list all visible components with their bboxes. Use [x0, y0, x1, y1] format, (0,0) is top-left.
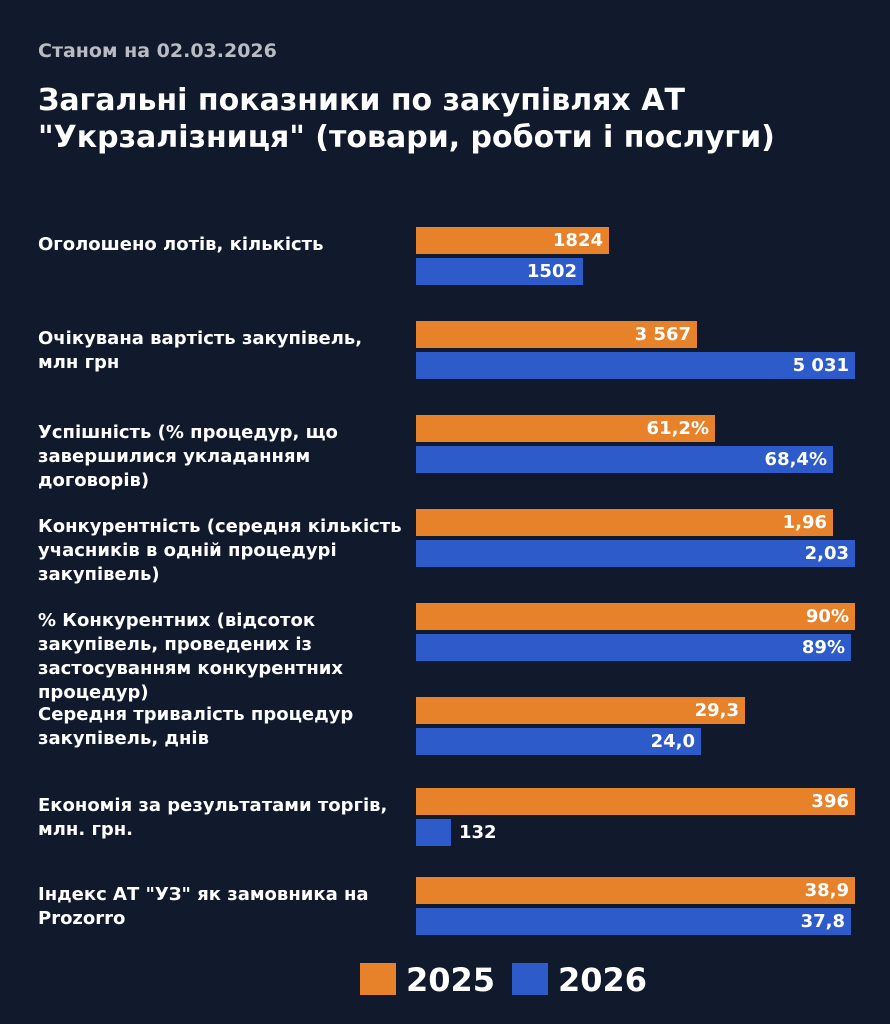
value-label-2025: 90% [805, 606, 849, 627]
chart-title: Загальні показники по закупівлях АТ "Укр… [38, 83, 775, 155]
as-of-date: Станом на 02.03.2026 [38, 40, 277, 62]
bar-2025 [416, 415, 715, 442]
value-label-2026: 68,4% [764, 449, 827, 470]
category-label: Індекс АТ "УЗ" як замовника на Prozorro [38, 884, 369, 929]
bar-2025 [416, 877, 855, 904]
legend-swatch-2025 [360, 963, 396, 995]
bar-2025 [416, 227, 609, 254]
bar-2026 [416, 908, 851, 935]
category-label: Середня тривалість процедур закупівель, … [38, 704, 354, 749]
value-label-2025: 61,2% [646, 418, 709, 439]
category-row: Конкурентність (середня кількість учасни… [0, 509, 890, 585]
bar-2026 [416, 634, 851, 661]
value-label-2025: 29,3 [694, 700, 739, 721]
category-row: Оголошено лотів, кількість 1824 1502 [0, 227, 890, 289]
category-row: Очікувана вартість закупівель, млн грн 3 … [0, 321, 890, 383]
bar-2026 [416, 258, 583, 285]
value-label-2026: 2,03 [804, 543, 849, 564]
value-label-2025: 1,96 [782, 512, 827, 533]
value-label-2026: 37,8 [800, 911, 845, 932]
bar-2025 [416, 321, 697, 348]
value-label-2025: 1824 [552, 230, 603, 251]
bar-2025 [416, 603, 855, 630]
category-row: Економія за результатами торгів, млн. гр… [0, 788, 890, 850]
bar-2026 [416, 446, 833, 473]
value-label-2026: 1502 [526, 261, 577, 282]
bar-2025 [416, 509, 833, 536]
legend: 2025 2026 [0, 960, 890, 1000]
category-row: % Конкурентних (відсоток закупівель, про… [0, 603, 890, 703]
category-label: Оголошено лотів, кількість [38, 234, 324, 255]
legend-label-2026: 2026 [558, 961, 648, 999]
category-row: Індекс АТ "УЗ" як замовника на Prozorro 3… [0, 877, 890, 939]
category-label: Конкурентність (середня кількість учасни… [38, 516, 402, 585]
category-label: Успішність (% процедур, що завершилися у… [38, 422, 338, 491]
bar-2026 [416, 352, 855, 379]
bar-2025 [416, 697, 745, 724]
legend-swatch-2026 [512, 963, 548, 995]
value-label-2026: 89% [801, 637, 845, 658]
value-label-2025: 396 [811, 791, 849, 812]
category-label: Очікувана вартість закупівель, млн грн [38, 328, 363, 373]
value-label-2026: 5 031 [792, 355, 849, 376]
bar-2026 [416, 728, 701, 755]
bar-2026 [416, 819, 451, 846]
category-label: % Конкурентних (відсоток закупівель, про… [38, 610, 344, 703]
bar-2025 [416, 788, 855, 815]
category-row: Успішність (% процедур, що завершилися у… [0, 415, 890, 491]
category-row: Середня тривалість процедур закупівель, … [0, 697, 890, 759]
value-label-2026: 132 [459, 822, 497, 843]
value-label-2026: 24,0 [650, 731, 695, 752]
bar-2026 [416, 540, 855, 567]
legend-label-2025: 2025 [406, 961, 496, 999]
value-label-2025: 3 567 [634, 324, 691, 345]
category-label: Економія за результатами торгів, млн. гр… [38, 795, 388, 840]
value-label-2025: 38,9 [804, 880, 849, 901]
